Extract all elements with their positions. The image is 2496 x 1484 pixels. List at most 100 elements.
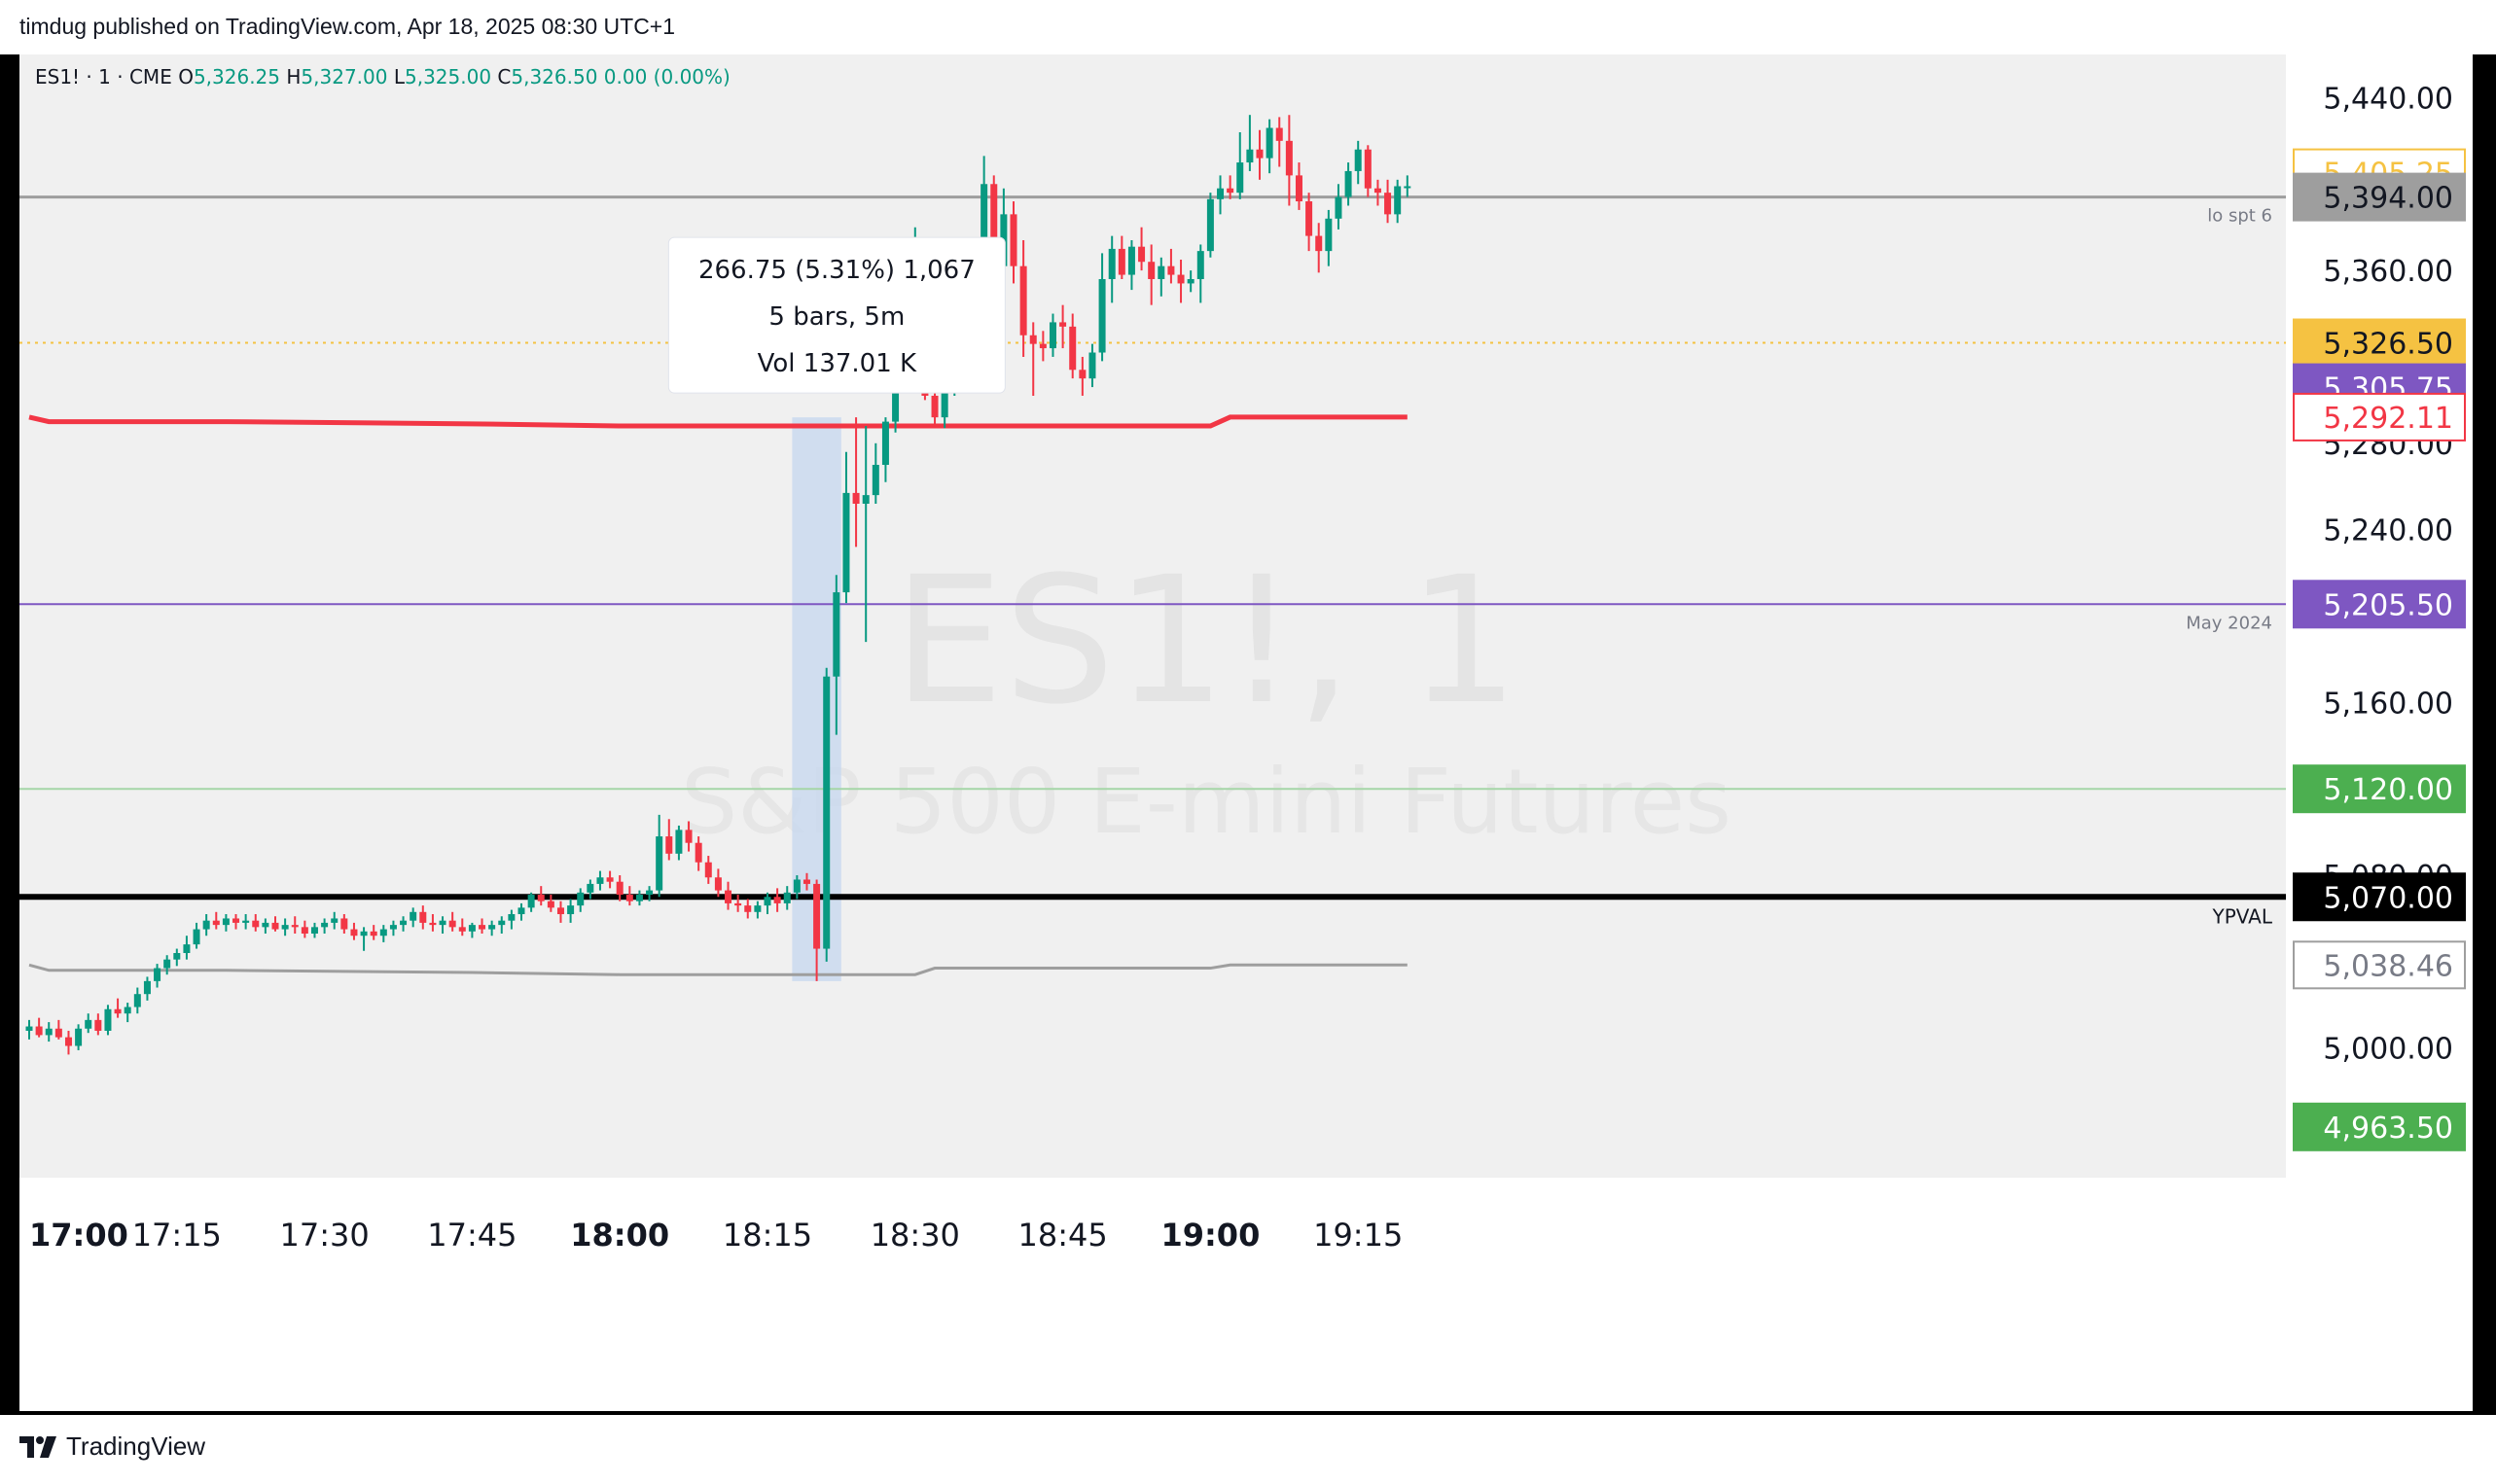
candle	[212, 911, 220, 930]
candle-body	[360, 931, 368, 936]
candle-body	[340, 918, 348, 930]
candle	[704, 856, 712, 884]
candle-body	[1177, 274, 1185, 284]
tradingview-logo[interactable]: TradingView	[19, 1431, 205, 1462]
candle	[488, 920, 496, 936]
candle-body	[202, 920, 210, 930]
purple-level-line-label: May 2024	[2186, 613, 2272, 633]
price-tick-label: 5,240.00	[2323, 514, 2453, 548]
candle-body	[625, 895, 633, 901]
candle	[1315, 223, 1323, 273]
candle-body	[754, 905, 762, 912]
price-badge-text: 4,963.50	[2323, 1112, 2453, 1146]
candle-body	[25, 1026, 33, 1031]
candle-body	[646, 890, 654, 896]
candle	[479, 918, 486, 935]
time-tick-label: 18:30	[871, 1217, 960, 1254]
candle-body	[616, 881, 624, 896]
candle	[163, 955, 171, 975]
header-low: 5,325.00	[405, 65, 491, 88]
candle-body	[833, 592, 840, 677]
candle-body	[1275, 127, 1283, 141]
candlestick-chart[interactable]: ES1!, 1 S&P 500 E-mini Futures lo spt 6 M…	[19, 54, 2473, 1411]
candle	[517, 902, 525, 921]
price-tick-label: 5,160.00	[2323, 687, 2453, 721]
candle	[656, 814, 663, 898]
candle-body	[872, 465, 879, 496]
price-badge: 4,963.50	[2293, 1102, 2466, 1151]
candle	[458, 918, 466, 936]
candle-body	[823, 676, 831, 949]
candle	[410, 907, 417, 928]
candle-body	[941, 387, 948, 418]
candle	[793, 875, 801, 900]
candle-body	[1029, 335, 1037, 344]
candle-body	[45, 1028, 53, 1036]
candle	[1206, 193, 1214, 258]
header-close: 5,326.50	[511, 65, 597, 88]
candle	[310, 922, 318, 938]
time-tick-label: 17:30	[279, 1217, 369, 1254]
resistance-curve	[28, 414, 1408, 429]
candle-body	[252, 920, 260, 928]
price-badge-text: 5,205.50	[2323, 588, 2453, 622]
price-tick-label: 5,440.00	[2323, 82, 2453, 116]
candle-body	[1187, 279, 1195, 284]
candle	[222, 914, 230, 932]
measure-tooltip	[667, 236, 1006, 394]
candle-body	[1127, 246, 1135, 275]
candle	[389, 920, 397, 936]
header-open: 5,326.25	[194, 65, 280, 88]
price-badge-text: 5,038.46	[2323, 949, 2453, 983]
candle-body	[852, 492, 860, 504]
candle	[1098, 253, 1106, 362]
measure-tooltip-line-2: 5 bars, 5m	[768, 302, 905, 332]
candle	[370, 925, 377, 940]
candle-body	[143, 980, 151, 995]
candle-body	[744, 905, 752, 912]
candle	[183, 936, 191, 960]
candle	[596, 870, 604, 891]
candle-body	[802, 879, 810, 884]
candle	[1138, 227, 1146, 271]
candle	[744, 899, 752, 919]
candle	[271, 916, 279, 932]
candle-body	[291, 925, 299, 928]
candle-body	[656, 836, 663, 891]
watermark: ES1!, 1 S&P 500 E-mini Futures	[681, 540, 1731, 854]
candle	[1275, 117, 1283, 167]
candle-body	[1167, 265, 1175, 275]
candle	[1019, 240, 1027, 357]
header-symbol: ES1!	[35, 65, 80, 88]
candle-body	[232, 918, 240, 923]
plot-background	[19, 54, 2286, 1178]
candle	[616, 875, 624, 901]
price-badge: 5,205.50	[2293, 580, 2466, 629]
candle-body	[410, 911, 417, 921]
candle-body	[94, 1019, 102, 1031]
header-high: 5,327.00	[301, 65, 387, 88]
candle	[1088, 343, 1096, 388]
time-tick-label: 19:00	[1160, 1217, 1260, 1254]
candle-body	[222, 918, 230, 926]
candle-body	[508, 914, 516, 921]
candle-body	[1196, 251, 1204, 279]
candle-body	[596, 877, 604, 884]
candle	[1305, 193, 1313, 252]
candle	[1148, 244, 1156, 305]
candle-body	[773, 897, 781, 903]
candle	[25, 1019, 33, 1040]
candle	[1079, 356, 1087, 396]
candle	[301, 920, 308, 938]
candle-body	[193, 929, 200, 945]
time-tick-label: 18:15	[723, 1217, 812, 1254]
candle	[124, 1003, 131, 1023]
candle	[1394, 179, 1402, 224]
candle	[1236, 131, 1244, 199]
chart-area[interactable]: ES1!, 1 S&P 500 E-mini Futures lo spt 6 M…	[19, 54, 2473, 1411]
candle	[242, 914, 250, 930]
candle-body	[479, 925, 486, 930]
price-badge-box	[2293, 318, 2466, 368]
candle-body	[881, 421, 889, 466]
candle	[1227, 175, 1234, 199]
